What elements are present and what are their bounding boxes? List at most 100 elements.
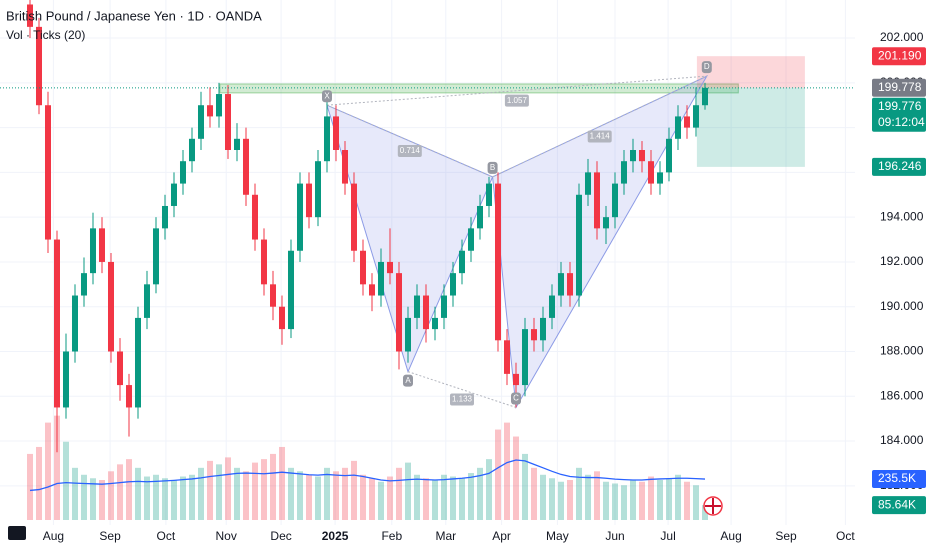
ratio-label-bg xyxy=(449,393,474,406)
x-tick-label: Aug xyxy=(720,529,741,543)
candle-body xyxy=(476,205,483,229)
volume-bar xyxy=(548,478,555,520)
volume-bar xyxy=(179,476,186,520)
candle-body xyxy=(512,373,519,386)
volume-bar xyxy=(494,429,501,520)
volume-bar xyxy=(215,464,222,520)
candle-body xyxy=(296,183,303,251)
x-tick-label: Jul xyxy=(660,529,675,543)
volume-bar xyxy=(602,481,609,520)
volume-bar xyxy=(683,481,690,520)
pattern-point-bg xyxy=(321,90,332,103)
volume-bar xyxy=(206,460,213,520)
volume-bar xyxy=(566,480,573,520)
volume-bar xyxy=(125,459,132,520)
volume-bar xyxy=(467,473,474,520)
volume-bar xyxy=(143,476,150,520)
volume-bar xyxy=(26,453,33,520)
y-tick-label: 190.000 xyxy=(880,299,924,313)
volume-bar xyxy=(152,474,159,520)
x-tick-label: Oct xyxy=(157,529,176,543)
indicator-title: Vol · Ticks (20) xyxy=(6,28,85,42)
candle-body xyxy=(116,351,123,386)
volume-bar xyxy=(584,474,591,520)
candle-body xyxy=(656,172,663,184)
candle-body xyxy=(647,161,654,184)
candle-body xyxy=(629,150,636,162)
volume-bar xyxy=(80,474,87,520)
plot-area: 0.714 1.133 1.414 1.057 X A B C D xyxy=(0,0,855,525)
volume-bar xyxy=(242,471,249,520)
ratio-label-bg xyxy=(587,130,612,143)
candle-body xyxy=(440,295,447,318)
candle-body xyxy=(251,194,258,240)
price-label: 199.776 xyxy=(878,99,922,113)
candle-body xyxy=(224,94,231,150)
pattern-point-bg xyxy=(487,161,498,174)
candle-body xyxy=(35,26,42,106)
volume-bar xyxy=(458,478,465,520)
volume-bar xyxy=(233,467,240,520)
candle-body xyxy=(575,194,582,296)
volume-bar xyxy=(530,467,537,520)
volume-bar xyxy=(170,480,177,520)
candle-body xyxy=(107,261,114,352)
candle-body xyxy=(611,183,618,218)
volume-bar xyxy=(485,459,492,520)
volume-bar xyxy=(323,467,330,520)
zone xyxy=(219,83,739,94)
candle-body xyxy=(422,295,429,330)
pattern-ratio-line xyxy=(326,75,707,106)
volume-bar xyxy=(395,467,402,520)
ratio-label-bg xyxy=(504,94,529,107)
volume-bar xyxy=(449,476,456,520)
volume-bar xyxy=(377,481,384,520)
volume-bar xyxy=(134,467,141,520)
y-tick-label: 184.000 xyxy=(880,433,924,447)
volume-bar xyxy=(539,474,546,520)
candle-body xyxy=(359,250,366,285)
candle-body xyxy=(44,105,51,240)
price-label: 199.778 xyxy=(878,80,922,94)
x-tick-label: Feb xyxy=(381,529,402,543)
candle-body xyxy=(521,329,528,386)
candle-body xyxy=(269,284,276,307)
candle-body xyxy=(701,87,708,106)
price-label-bg xyxy=(872,97,926,132)
countdown-label: 09:12:04 xyxy=(878,115,925,129)
volume-label-bg xyxy=(872,496,926,515)
price-label: 201.190 xyxy=(878,48,922,62)
candle-body xyxy=(377,261,384,296)
volume-bar xyxy=(674,474,681,520)
pattern-point-bg xyxy=(510,392,521,405)
x-tick-label: Oct xyxy=(836,529,855,543)
candle-body xyxy=(80,273,87,296)
pattern-point-label: B xyxy=(490,163,495,172)
volume-bar xyxy=(557,481,564,520)
candle-body xyxy=(62,351,69,408)
pattern-ratio-line xyxy=(407,371,517,408)
candle-body xyxy=(341,150,348,184)
volume-bar xyxy=(260,459,267,520)
x-tick-label: Apr xyxy=(492,529,511,543)
volume-bar xyxy=(638,481,645,520)
candle-body xyxy=(170,183,177,206)
candle-body xyxy=(197,105,204,139)
candle-body xyxy=(53,239,60,408)
volume-bar xyxy=(62,441,69,520)
x-tick-label: Nov xyxy=(216,529,237,543)
target-zone xyxy=(696,87,805,167)
volume-label: 85.64K xyxy=(878,497,916,511)
pattern-point-bg xyxy=(402,374,413,387)
y-tick-label: 192.000 xyxy=(880,254,924,268)
flag-icon[interactable] xyxy=(703,496,723,516)
candle-body xyxy=(584,172,591,195)
volume-bar xyxy=(107,471,114,520)
pattern-leg xyxy=(492,74,709,410)
candle-body xyxy=(674,116,681,139)
candle-body xyxy=(125,385,132,408)
candle-body xyxy=(134,317,141,408)
candle-body xyxy=(368,284,375,296)
volume-bar xyxy=(305,474,312,520)
